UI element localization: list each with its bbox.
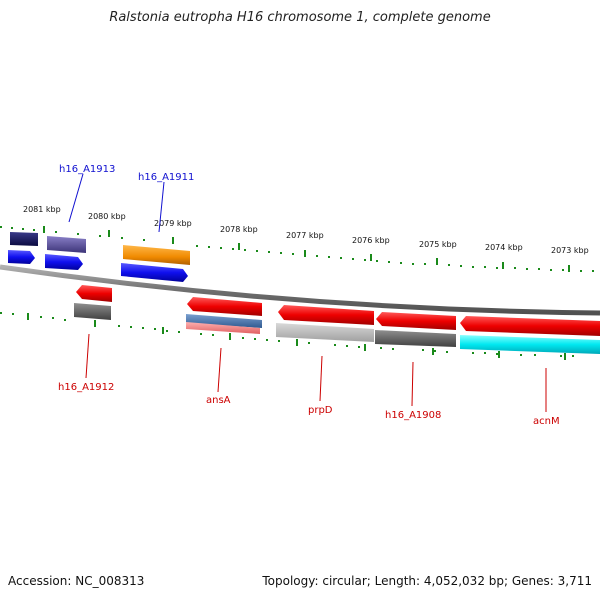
gene-label-acnm[interactable]: acnM bbox=[533, 416, 560, 427]
scale-label: 2073 kbp bbox=[551, 246, 589, 255]
gene-feature[interactable] bbox=[460, 316, 600, 336]
label-leader bbox=[319, 355, 323, 402]
gene-feature[interactable] bbox=[186, 314, 262, 328]
gene-feature[interactable] bbox=[74, 303, 111, 320]
scale-label: 2080 kbp bbox=[88, 212, 126, 221]
map-title: Ralstonia eutropha H16 chromosome 1, com… bbox=[109, 10, 491, 25]
gene-feature[interactable] bbox=[276, 323, 374, 342]
gene-feature[interactable] bbox=[376, 312, 456, 330]
scale-label: 2077 kbp bbox=[286, 231, 324, 240]
gene-feature[interactable] bbox=[76, 285, 112, 302]
gene-feature[interactable] bbox=[121, 263, 188, 282]
outer-tick-ring bbox=[0, 226, 594, 272]
scale-label: 2078 kbp bbox=[220, 225, 258, 234]
gene-label-h16-a1912[interactable]: h16_A1912 bbox=[58, 382, 114, 393]
accession-text: Accession: NC_008313 bbox=[8, 574, 145, 588]
scale-label: 2081 kbp bbox=[23, 205, 61, 214]
inner-tick-ring bbox=[0, 312, 574, 360]
chromosome-backbone bbox=[0, 264, 600, 316]
genome-summary-text: Topology: circular; Length: 4,052,032 bp… bbox=[262, 574, 592, 588]
gene-feature[interactable] bbox=[375, 330, 456, 347]
scale-label: 2074 kbp bbox=[485, 243, 523, 252]
gene-feature[interactable] bbox=[186, 322, 260, 334]
gene-label-h16-a1908[interactable]: h16_A1908 bbox=[385, 410, 441, 421]
gene-feature[interactable] bbox=[10, 232, 38, 246]
scale-labels: 2081 kbp 2080 kbp 2079 kbp 2078 kbp 2077… bbox=[23, 205, 589, 255]
scale-label: 2075 kbp bbox=[419, 240, 457, 249]
scale-label: 2076 kbp bbox=[352, 236, 390, 245]
gene-label-h16-a1911[interactable]: h16_A1911 bbox=[138, 172, 194, 183]
gene-label-ansa[interactable]: ansA bbox=[206, 395, 231, 406]
gene-label-prpd[interactable]: prpD bbox=[308, 405, 333, 416]
gene-feature[interactable] bbox=[278, 305, 374, 325]
gene-feature[interactable] bbox=[8, 250, 35, 264]
scale-label: 2079 kbp bbox=[154, 219, 192, 228]
label-leader bbox=[411, 361, 414, 407]
label-leader bbox=[217, 347, 222, 393]
gene-feature[interactable] bbox=[460, 335, 600, 354]
reverse-label-leaders bbox=[85, 333, 547, 412]
reverse-genes bbox=[74, 285, 600, 354]
label-leader bbox=[85, 333, 90, 379]
label-leader bbox=[158, 181, 165, 233]
gene-feature[interactable] bbox=[45, 254, 83, 270]
gene-feature[interactable] bbox=[47, 236, 86, 253]
gene-label-h16-a1913[interactable]: h16_A1913 bbox=[59, 164, 115, 175]
forward-label-leaders bbox=[68, 173, 165, 233]
gene-feature[interactable] bbox=[123, 245, 190, 265]
label-leader bbox=[68, 173, 84, 223]
forward-genes bbox=[8, 232, 190, 282]
gene-feature[interactable] bbox=[187, 297, 262, 316]
